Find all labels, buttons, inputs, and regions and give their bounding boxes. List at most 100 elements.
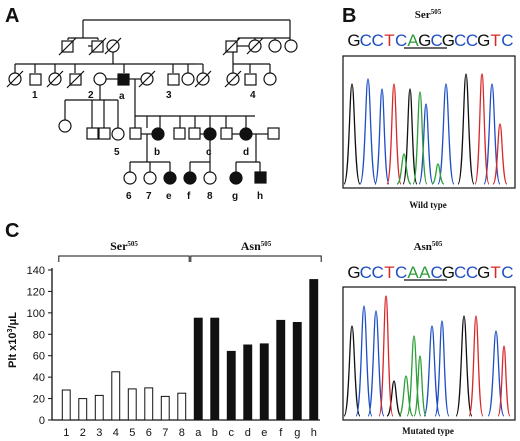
- mutant-caption: Mutated type: [402, 426, 454, 436]
- pedigree-chart: [6, 19, 298, 185]
- ped-label-7: 7: [146, 191, 152, 202]
- female: [263, 72, 277, 86]
- female: [111, 127, 125, 141]
- wild-type-chromatogram: [343, 73, 508, 185]
- deceased-slash: [58, 37, 77, 56]
- male: [267, 127, 280, 140]
- trace-c: [359, 78, 501, 185]
- bar-1: [61, 389, 71, 421]
- ped-label-f: f: [187, 191, 191, 202]
- bar-7: [160, 395, 170, 421]
- ped-label-6: 6: [126, 191, 132, 202]
- female: [268, 39, 282, 53]
- base-letter: T: [384, 263, 394, 282]
- bar-8: [177, 392, 187, 421]
- female: [284, 39, 298, 53]
- x-tick-label: 2: [80, 427, 86, 439]
- x-tick-label: g: [294, 427, 300, 439]
- trace-t: [378, 295, 511, 417]
- female: [123, 171, 137, 185]
- base-letter: C: [501, 263, 513, 282]
- base-letter: C: [395, 263, 407, 282]
- x-tick-label: a: [195, 427, 202, 439]
- base-letter: A: [407, 31, 419, 50]
- trace-t: [386, 73, 508, 185]
- wild-type-title: Ser505: [415, 8, 442, 21]
- ped-label-3: 3: [166, 90, 172, 101]
- x-tick-label: d: [245, 427, 251, 439]
- base-letter: G: [347, 31, 360, 50]
- deceased-slash: [6, 70, 24, 88]
- y-tick-label: 40: [33, 372, 45, 384]
- deceased-slash: [138, 70, 156, 88]
- x-tick-label: 8: [179, 427, 185, 439]
- base-letter: C: [430, 31, 442, 50]
- ped-label-8: 8: [207, 191, 213, 202]
- male: [167, 73, 180, 86]
- bar-6: [144, 387, 154, 421]
- male-affected-h: [254, 171, 267, 184]
- bar-3: [94, 394, 104, 421]
- bar-2: [78, 398, 88, 421]
- base-letter: C: [501, 31, 513, 50]
- deceased-slash: [194, 70, 212, 88]
- group-label: Asn505: [241, 239, 272, 253]
- x-tick-label: 1: [63, 427, 69, 439]
- base-letter: C: [360, 263, 372, 282]
- base-letter: G: [418, 31, 431, 50]
- ped-label-c: c: [206, 147, 212, 158]
- x-tick-label: 3: [96, 427, 102, 439]
- trace-a: [398, 335, 427, 417]
- male: [244, 73, 257, 86]
- mutant-title: Asn505: [414, 240, 443, 253]
- y-tick-label: 140: [27, 265, 45, 277]
- bar-a: [193, 317, 203, 421]
- ped-label-4: 4: [250, 90, 256, 101]
- bar-5: [127, 388, 137, 421]
- male-affected-a: [117, 73, 130, 86]
- base-letter: C: [430, 263, 442, 282]
- trace-c: [355, 305, 505, 417]
- bar-c: [226, 350, 236, 421]
- male: [188, 127, 201, 140]
- bar-b: [210, 317, 220, 421]
- ped-label-2: 2: [88, 90, 94, 101]
- x-tick-label: f: [279, 427, 283, 439]
- ped-label-g: g: [232, 191, 238, 202]
- base-letter: G: [477, 263, 490, 282]
- x-tick-label: 6: [146, 427, 152, 439]
- ped-label-b: b: [154, 147, 160, 158]
- base-letter: C: [454, 263, 466, 282]
- group-label: Ser505: [110, 239, 138, 253]
- base-letter: C: [454, 31, 466, 50]
- male: [220, 127, 233, 140]
- male: [129, 127, 142, 140]
- base-letter: T: [384, 31, 394, 50]
- ped-label-e: e: [166, 191, 172, 202]
- female-affected-c: [203, 127, 217, 141]
- ped-label-a: a: [119, 91, 125, 102]
- base-letter: G: [477, 31, 490, 50]
- chart-group-brackets: Ser505 Asn505: [58, 239, 322, 262]
- base-letter: C: [466, 31, 478, 50]
- deceased-slash: [46, 70, 64, 88]
- female: [181, 72, 195, 86]
- x-tick-label: h: [311, 427, 317, 439]
- base-letter: A: [407, 263, 419, 282]
- male: [29, 73, 42, 86]
- base-letter: A: [419, 263, 431, 282]
- panel-label-b: B: [342, 5, 356, 27]
- trace-a: [396, 91, 445, 185]
- male: [98, 127, 111, 140]
- x-tick-label: c: [229, 427, 235, 439]
- panel-label-c: C: [5, 220, 19, 242]
- panel-label-a: A: [5, 5, 19, 27]
- deceased-slash: [224, 70, 242, 88]
- deceased-slash: [66, 70, 85, 89]
- female: [143, 171, 157, 185]
- mutant-chromatogram-frame: [342, 286, 516, 421]
- y-tick-label: 120: [27, 286, 45, 298]
